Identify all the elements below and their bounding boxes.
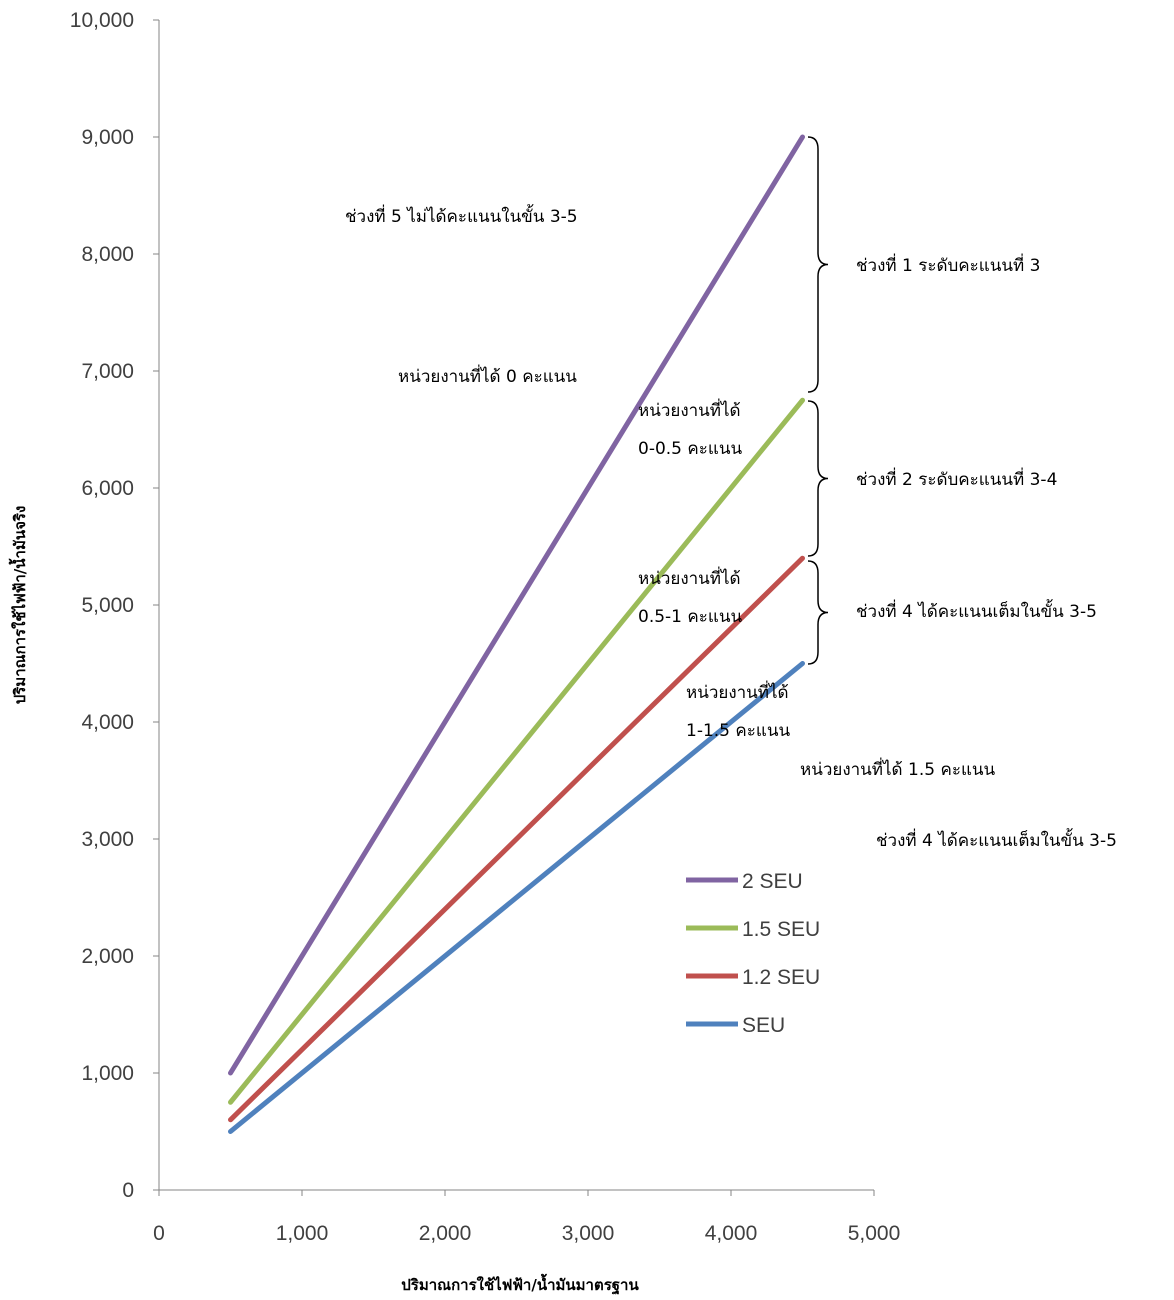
x-axis-title: ปริมาณการใช้ไฟฟ้า/น้ำมันมาตรฐาน: [401, 1273, 639, 1295]
series-line-0: [228, 134, 805, 1076]
y-tick-label: 2,000: [81, 945, 134, 968]
annotations: ช่วงที่ 5 ไม่ได้คะแนนในขั้น 3-5 หน่วยงานท…: [345, 204, 1117, 851]
annotation-label: 0.5-1 คะแนน: [638, 607, 742, 627]
y-tick-label: 7,000: [81, 360, 134, 383]
series-lines: [228, 134, 805, 1134]
y-tick-label: 10,000: [70, 9, 134, 32]
range-braces: [807, 136, 829, 665]
annotation-label: หน่วยงานที่ได้: [638, 566, 741, 589]
series-line-3: [228, 661, 805, 1134]
y-axis-title: ปริมาณการใช้ไฟฟ้า/น้ำมันจริง: [8, 506, 29, 705]
annotation-label: หน่วยงานที่ได้: [638, 398, 741, 421]
legend-label: 1.2 SEU: [742, 966, 820, 989]
brace-0: [807, 136, 829, 393]
annotation-label: หน่วยงานที่ได้: [686, 680, 789, 703]
legend-label: 2 SEU: [742, 870, 803, 893]
series-line-1: [228, 397, 805, 1105]
brace-2: [807, 560, 829, 665]
y-tick-label: 4,000: [81, 711, 134, 734]
y-tick-label: 1,000: [81, 1062, 134, 1085]
y-tick-label: 0: [122, 1179, 134, 1202]
y-tick-label: 5,000: [81, 594, 134, 617]
annotation-label: 0-0.5 คะแนน: [638, 439, 742, 459]
series-line-2: [228, 555, 805, 1123]
x-tick-label: 0: [153, 1222, 165, 1245]
annotation-label: ช่วงที่ 4 ได้คะแนนเต็มในขั้น 3-5: [876, 828, 1117, 851]
annotation-label: หน่วยงานที่ได้ 1.5 คะแนน: [800, 757, 996, 780]
y-tick-label: 8,000: [81, 243, 134, 266]
brace-1: [807, 400, 829, 557]
legend: 2 SEU 1.5 SEU 1.2 SEU SEU: [686, 870, 820, 1037]
annotation-label: ช่วงที่ 2 ระดับคะแนนที่ 3-4: [856, 467, 1057, 490]
y-tick-label: 3,000: [81, 828, 134, 851]
annotation-label: ช่วงที่ 4 ได้คะแนนเต็มในขั้น 3-5: [856, 599, 1097, 622]
legend-label: 1.5 SEU: [742, 918, 820, 941]
annotation-label: 1-1.5 คะแนน: [686, 721, 790, 741]
annotation-label: ช่วงที่ 5 ไม่ได้คะแนนในขั้น 3-5: [345, 204, 578, 227]
x-tick-label: 3,000: [562, 1222, 615, 1245]
x-tick-label: 5,000: [848, 1222, 901, 1245]
x-tick-label: 1,000: [276, 1222, 329, 1245]
annotation-label: หน่วยงานที่ได้ 0 คะแนน: [398, 364, 577, 387]
axes: 0 1,000 2,000 3,000 4,000 5,000 6,000 7,000 8,00…: [70, 9, 901, 1245]
annotation-label: ช่วงที่ 1 ระดับคะแนนที่ 3: [856, 253, 1040, 276]
x-tick-label: 2,000: [419, 1222, 472, 1245]
x-tick-label: 4,000: [705, 1222, 758, 1245]
legend-label: SEU: [742, 1014, 785, 1037]
y-tick-label: 6,000: [81, 477, 134, 500]
y-tick-label: 9,000: [81, 126, 134, 149]
